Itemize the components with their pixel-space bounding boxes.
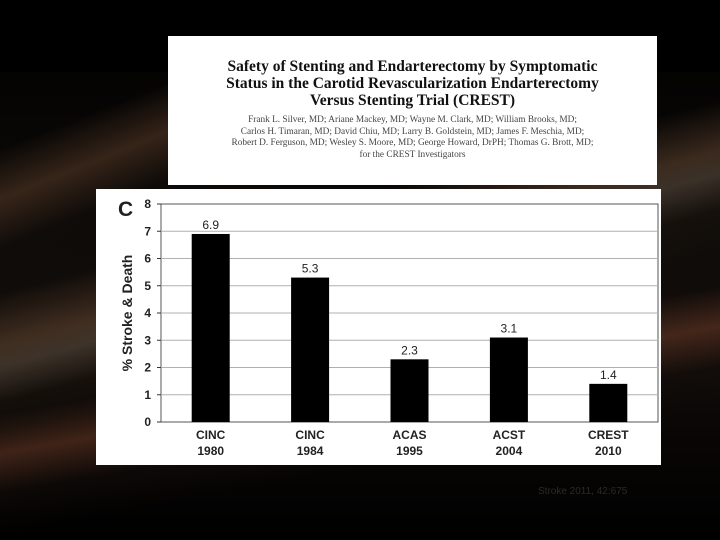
paper-header: Safety of Stenting and Endarterectomy by… bbox=[168, 36, 657, 185]
y-tick-label-8: 8 bbox=[144, 197, 151, 211]
y-tick-label-4: 4 bbox=[144, 306, 151, 320]
x-tick-label-4-line2: 2010 bbox=[595, 444, 622, 458]
data-label-3: 3.1 bbox=[501, 322, 518, 336]
y-tick-label-1: 1 bbox=[144, 388, 151, 402]
data-label-1: 5.3 bbox=[302, 262, 319, 276]
bar-0 bbox=[191, 233, 230, 422]
bar-1 bbox=[291, 277, 330, 422]
x-tick-label-0-line1: CINC bbox=[196, 428, 226, 442]
y-tick-label-5: 5 bbox=[144, 279, 151, 293]
y-tick-label-2: 2 bbox=[144, 361, 151, 375]
x-tick-label-3-line2: 2004 bbox=[496, 444, 523, 458]
y-tick-label-0: 0 bbox=[144, 415, 151, 429]
x-tick-label-0-line2: 1980 bbox=[197, 444, 224, 458]
bar-2 bbox=[390, 359, 429, 422]
x-tick-label-2-line1: ACAS bbox=[392, 428, 426, 442]
x-tick-label-4-line1: CREST bbox=[588, 428, 629, 442]
paper-title-line-1: Safety of Stenting and Endarterectomy by… bbox=[227, 58, 598, 75]
y-tick-label-7: 7 bbox=[144, 224, 151, 238]
paper-title-line-2: Status in the Carotid Revascularization … bbox=[226, 75, 599, 92]
authors-line-1: Frank L. Silver, MD; Ariane Mackey, MD; … bbox=[248, 115, 577, 125]
paper-title-line-3: Versus Stenting Trial (CREST) bbox=[309, 92, 516, 109]
data-label-0: 6.9 bbox=[202, 218, 219, 232]
authors-line-2: Carlos H. Timaran, MD; David Chiu, MD; L… bbox=[240, 126, 585, 137]
x-tick-label-3-line1: ACST bbox=[493, 428, 526, 442]
data-label-2: 2.3 bbox=[401, 343, 418, 357]
x-tick-label-1-line2: 1984 bbox=[297, 444, 324, 458]
y-axis-label: % Stroke & Death bbox=[119, 255, 135, 372]
x-tick-label-2-line2: 1995 bbox=[396, 444, 423, 458]
chart-panel: 0 1 2 3 4 5 6 7 8 % Stroke & Death C 6.9 CINC 1980 5.3… bbox=[96, 189, 661, 465]
x-tick-label-1-line1: CINC bbox=[295, 428, 325, 442]
authors-line-3: Robert D. Ferguson, MD; Wesley S. Moore,… bbox=[231, 138, 594, 148]
authors-line-4: for the CREST Investigators bbox=[359, 149, 466, 160]
y-tick-label-6: 6 bbox=[144, 252, 151, 266]
bar-chart: 0 1 2 3 4 5 6 7 8 % Stroke & Death C 6.9 CINC 1980 5.3… bbox=[118, 197, 659, 458]
panel-label: C bbox=[118, 198, 133, 221]
bar-4 bbox=[589, 383, 628, 422]
citation: Stroke 2011, 42:675 bbox=[538, 486, 628, 497]
paper-authors: Frank L. Silver, MD; Ariane Mackey, MD; … bbox=[178, 115, 648, 161]
y-tick-label-3: 3 bbox=[144, 333, 151, 347]
bar-3 bbox=[489, 337, 528, 422]
paper-title: Safety of Stenting and Endarterectomy by… bbox=[183, 58, 643, 109]
data-label-4: 1.4 bbox=[600, 368, 617, 382]
